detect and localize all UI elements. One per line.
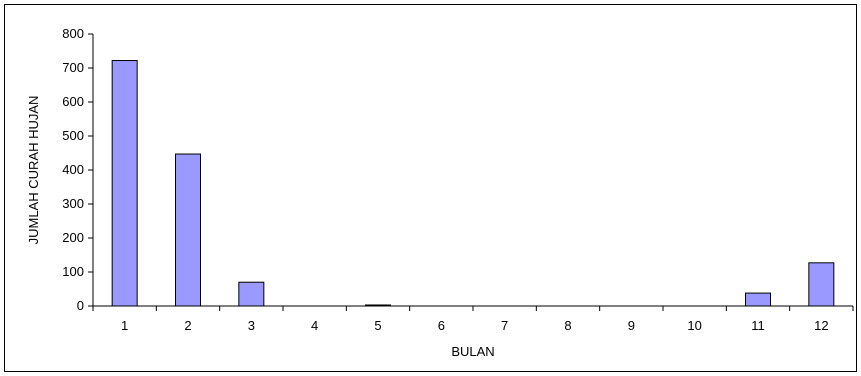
x-tick-label: 10 [687,318,701,333]
x-tick-label: 3 [248,318,255,333]
x-tick-label: 5 [374,318,381,333]
y-tick-label: 200 [62,230,84,245]
bar [175,153,201,307]
y-tick-label: 500 [62,128,84,143]
bars-group [111,60,835,307]
x-tick-label: 9 [628,318,635,333]
x-tick-label: 11 [751,318,765,333]
bar [238,281,265,307]
x-tick-label: 4 [311,318,318,333]
y-axis-ticks: 0 100 200 300 400 500 600 700 800 [62,26,93,313]
x-tick-label: 1 [121,318,128,333]
x-tick-label: 12 [814,318,828,333]
y-tick-label: 800 [62,26,84,41]
bar [745,292,771,307]
y-axis-title: JUMLAH CURAH HUJAN [26,96,41,245]
bar [808,262,835,307]
chart-frame [4,4,857,372]
bar [111,60,138,307]
y-tick-label: 100 [62,264,84,279]
x-tick-label: 2 [184,318,191,333]
x-axis-ticks: 1 2 3 4 5 6 7 8 9 10 11 12 [92,306,854,333]
x-tick-label: 6 [438,318,445,333]
x-tick-label: 7 [501,318,508,333]
y-tick-label: 600 [62,94,84,109]
x-tick-label: 8 [564,318,571,333]
y-tick-label: 0 [77,298,84,313]
y-tick-label: 300 [62,196,84,211]
y-tick-label: 400 [62,162,84,177]
y-tick-label: 700 [62,60,84,75]
x-axis-title: BULAN [451,344,494,359]
